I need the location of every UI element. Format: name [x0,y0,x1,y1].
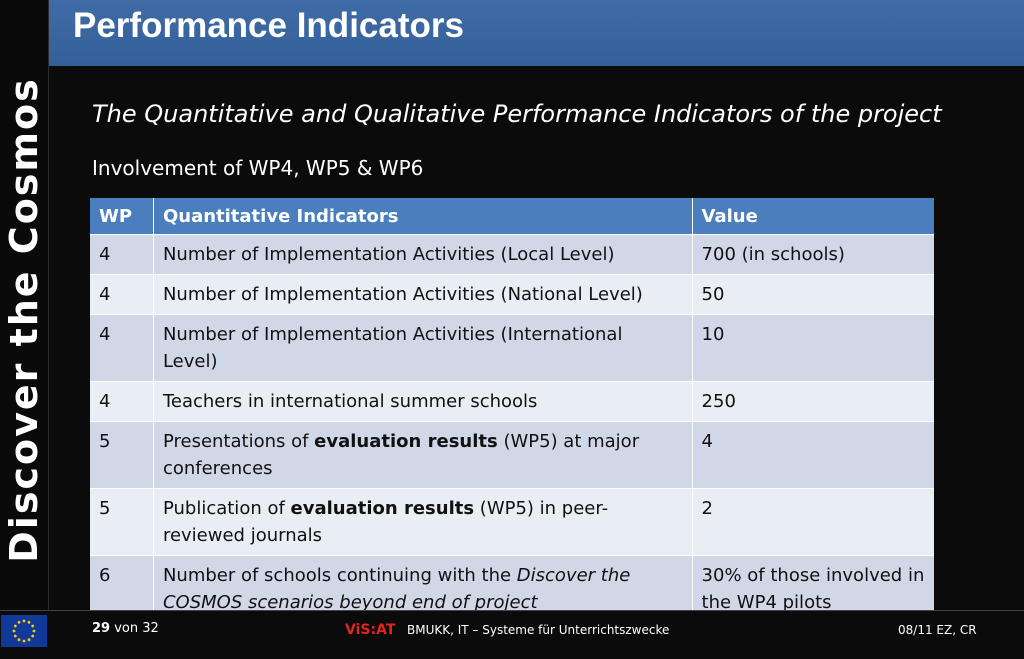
indicator-text: (WP5) at major conferences [162,431,640,479]
footer: 29 von 32 ViS:AT BMUKK, IT – Systeme für… [0,610,1024,659]
slide-subtitle: The Quantitative and Qualitative Perform… [92,100,942,128]
cell-value: 2 [691,488,934,556]
header-value: Value [691,198,934,235]
cell-wp: 4 [90,234,154,275]
eu-flag-icon [1,615,47,647]
sidebar-title: Discover the Cosmos [2,77,46,563]
page-title: Performance Indicators [73,6,464,45]
cell-indicator: Publication of evaluation results (WP5) … [152,488,693,556]
cell-indicator: Teachers in international summer schools [152,381,693,422]
header-wp: WP [90,198,154,235]
table-row: 4 Number of Implementation Activities (N… [90,274,934,315]
cell-value: 4 [691,421,934,489]
indicator-text: Number of schools continuing with the [162,565,517,586]
cell-indicator: Presentations of evaluation results (WP5… [152,421,693,489]
header-indicators: Quantitative Indicators [152,198,693,235]
table-header-row: WP Quantitative Indicators Value [90,198,934,235]
indicator-text: Publication of [162,498,291,519]
cell-wp: 5 [90,488,154,556]
footer-organization: BMUKK, IT – Systeme für Unterrichtszweck… [407,623,670,637]
indicator-emphasis: evaluation results [290,498,475,519]
table-row: 5 Publication of evaluation results (WP5… [90,488,934,556]
cell-indicator: Number of Implementation Activities (Nat… [152,274,693,315]
cell-value: 700 (in schools) [691,234,934,275]
sidebar: Discover the Cosmos [0,0,49,610]
footer-date: 08/11 EZ, CR [898,623,977,637]
cell-value: 250 [691,381,934,422]
cell-wp: 5 [90,421,154,489]
cell-indicator: Number of Implementation Activities (Loc… [152,234,693,275]
title-bar: Performance Indicators [49,0,1024,66]
indicator-text: Presentations of [162,431,315,452]
cell-wp: 4 [90,274,154,315]
table-row: 4 Number of Implementation Activities (I… [90,314,934,382]
table-row: 4 Number of Implementation Activities (L… [90,234,934,275]
cell-indicator: Number of Implementation Activities (Int… [152,314,693,382]
table-row: 4 Teachers in international summer schoo… [90,381,934,422]
indicators-table: WP Quantitative Indicators Value 4 Numbe… [90,198,934,623]
table-row: 5 Presentations of evaluation results (W… [90,421,934,489]
page-number: 29 von 32 [92,621,159,636]
indicator-emphasis: evaluation results [314,431,498,452]
slide-intro: Involvement of WP4, WP5 & WP6 [92,156,424,180]
cell-wp: 4 [90,381,154,422]
indicator-italic: Discover the COSMOS scenarios beyond end… [162,565,631,613]
cell-wp: 4 [90,314,154,382]
page-total: von 32 [114,621,159,636]
cell-value: 10 [691,314,934,382]
brand-logo: ViS:AT [345,622,396,638]
indicator-text: (WP5) in peer-reviewed journals [162,498,609,546]
page-current: 29 [92,621,111,636]
cell-value: 50 [691,274,934,315]
